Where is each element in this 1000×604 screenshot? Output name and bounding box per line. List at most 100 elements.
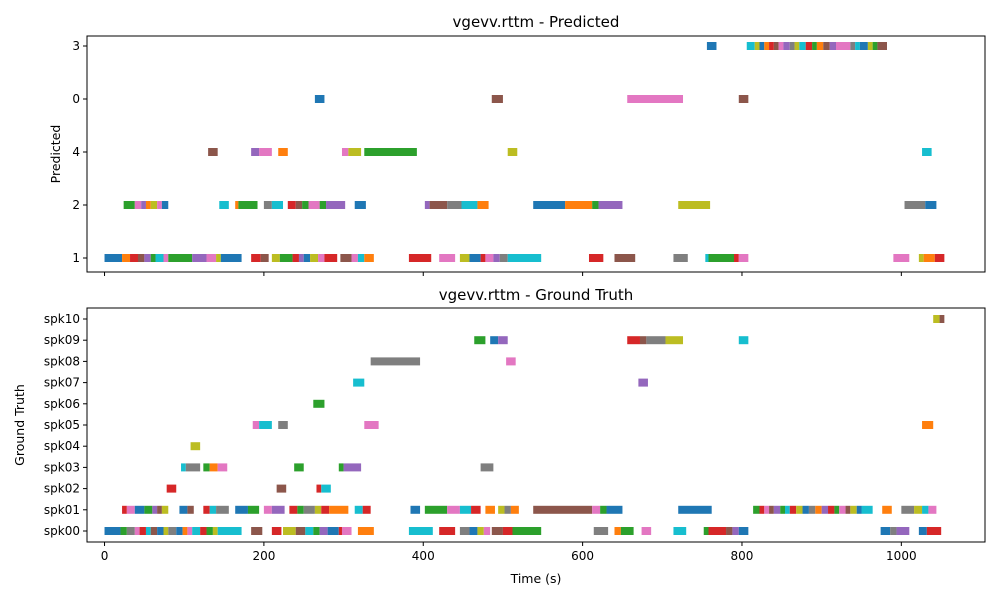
segment-bar <box>192 254 207 262</box>
segment-bar <box>130 254 138 262</box>
segment-bar <box>424 201 430 209</box>
predicted-plot-frame <box>86 35 986 273</box>
segment-bar <box>182 527 188 535</box>
segment-bar <box>338 463 344 472</box>
segment-bar <box>166 484 177 493</box>
y-tick-label: 1 <box>72 251 80 265</box>
segment-bar <box>163 254 169 262</box>
segment-bar <box>507 148 518 156</box>
segment-bar <box>490 336 499 345</box>
segment-bar <box>212 527 218 535</box>
segment-bar <box>600 505 607 514</box>
segment-bar <box>152 505 158 514</box>
segment-bar <box>155 254 164 262</box>
ground-truth-panel: vgevv.rttm - Ground Truth Ground Truth T… <box>12 286 986 586</box>
segment-bar <box>424 505 448 514</box>
segment-bar <box>469 254 481 262</box>
segment-bar <box>789 42 795 50</box>
y-tick-label: 0 <box>72 92 80 106</box>
segment-bar <box>217 527 242 535</box>
segment-bar <box>785 505 790 514</box>
segment-bar <box>867 42 873 50</box>
segment-bar <box>203 463 210 472</box>
segment-bar <box>292 254 299 262</box>
segment-bar <box>759 42 765 50</box>
segment-bar <box>738 254 749 262</box>
segment-bar <box>904 201 926 209</box>
segment-bar <box>665 336 684 345</box>
segment-bar <box>319 201 327 209</box>
segment-bar <box>673 527 687 535</box>
segment-bar <box>305 527 314 535</box>
segment-bar <box>627 95 684 103</box>
segment-bar <box>104 254 123 262</box>
segment-bar <box>469 527 478 535</box>
segment-bar <box>150 201 158 209</box>
segment-bar <box>259 148 272 156</box>
segment-bar <box>439 254 456 262</box>
segment-bar <box>408 254 432 262</box>
segment-bar <box>918 254 924 262</box>
segment-bar <box>313 527 320 535</box>
segment-bar <box>614 254 636 262</box>
segment-bar <box>354 505 363 514</box>
segment-bar <box>321 505 330 514</box>
y-tick-label: spk03 <box>44 460 80 474</box>
segment-bar <box>480 463 494 472</box>
segment-bar <box>588 254 604 262</box>
segment-bar <box>834 505 840 514</box>
segment-bar <box>828 505 835 514</box>
segment-bar <box>474 336 486 345</box>
ground-truth-title: vgevv.rttm - Ground Truth <box>439 286 633 304</box>
segment-bar <box>190 442 201 451</box>
segment-bar <box>302 201 309 209</box>
segment-bar <box>773 505 781 514</box>
segment-bar <box>144 505 153 514</box>
segment-bar <box>235 505 248 514</box>
segment-bar <box>593 527 609 535</box>
segment-bar <box>705 254 709 262</box>
segment-bar <box>922 421 934 429</box>
segment-bar <box>357 254 365 262</box>
segment-bar <box>678 505 712 514</box>
segment-bar <box>303 254 311 262</box>
segment-bar <box>855 42 860 50</box>
segment-bar <box>200 527 207 535</box>
segment-bar <box>314 505 322 514</box>
segment-bar <box>872 42 878 50</box>
segment-bar <box>238 201 258 209</box>
segment-bar <box>477 527 484 535</box>
segment-bar <box>732 527 739 535</box>
segment-bar <box>235 201 239 209</box>
segment-bar <box>638 378 648 387</box>
segment-bar <box>512 527 542 535</box>
segment-bar <box>491 95 503 103</box>
segment-bar <box>759 505 765 514</box>
segment-bar <box>295 527 306 535</box>
segment-bar <box>134 505 145 514</box>
segment-bar <box>220 254 242 262</box>
segment-bar <box>861 505 873 514</box>
segment-bar <box>120 527 127 535</box>
segment-bar <box>157 505 162 514</box>
segment-bar <box>933 315 940 323</box>
segment-bar <box>271 505 285 514</box>
segment-bar <box>247 505 260 514</box>
segment-bar <box>783 42 790 50</box>
segment-bar <box>271 527 282 535</box>
segment-bar <box>485 505 495 514</box>
y-tick-label: spk06 <box>44 397 80 411</box>
segment-bar <box>614 527 621 535</box>
segment-bar <box>203 505 210 514</box>
segment-bar <box>364 254 374 262</box>
segment-bar <box>316 484 322 493</box>
segment-bar <box>310 254 319 262</box>
segment-bar <box>808 505 816 514</box>
segment-bar <box>922 148 932 156</box>
segment-bar <box>370 357 421 366</box>
segment-bar <box>321 484 331 493</box>
ground-truth-segments <box>104 315 945 535</box>
segment-bar <box>324 254 338 262</box>
segment-bar <box>343 463 362 472</box>
